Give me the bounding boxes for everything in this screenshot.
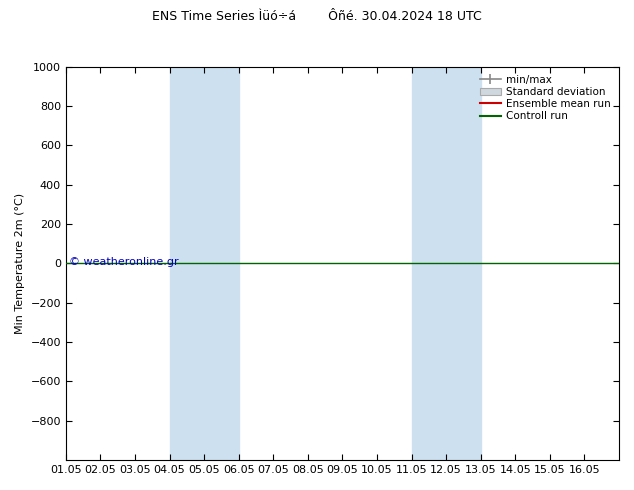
Text: © weatheronline.gr: © weatheronline.gr <box>68 257 178 268</box>
Bar <box>411 67 481 460</box>
Legend: min/max, Standard deviation, Ensemble mean run, Controll run: min/max, Standard deviation, Ensemble me… <box>477 72 614 124</box>
Text: ENS Time Series Ìüó÷á        Ôñé. 30.04.2024 18 UTC: ENS Time Series Ìüó÷á Ôñé. 30.04.2024 18… <box>152 10 482 23</box>
Bar <box>170 67 239 460</box>
Y-axis label: Min Temperature 2m (°C): Min Temperature 2m (°C) <box>15 193 25 334</box>
